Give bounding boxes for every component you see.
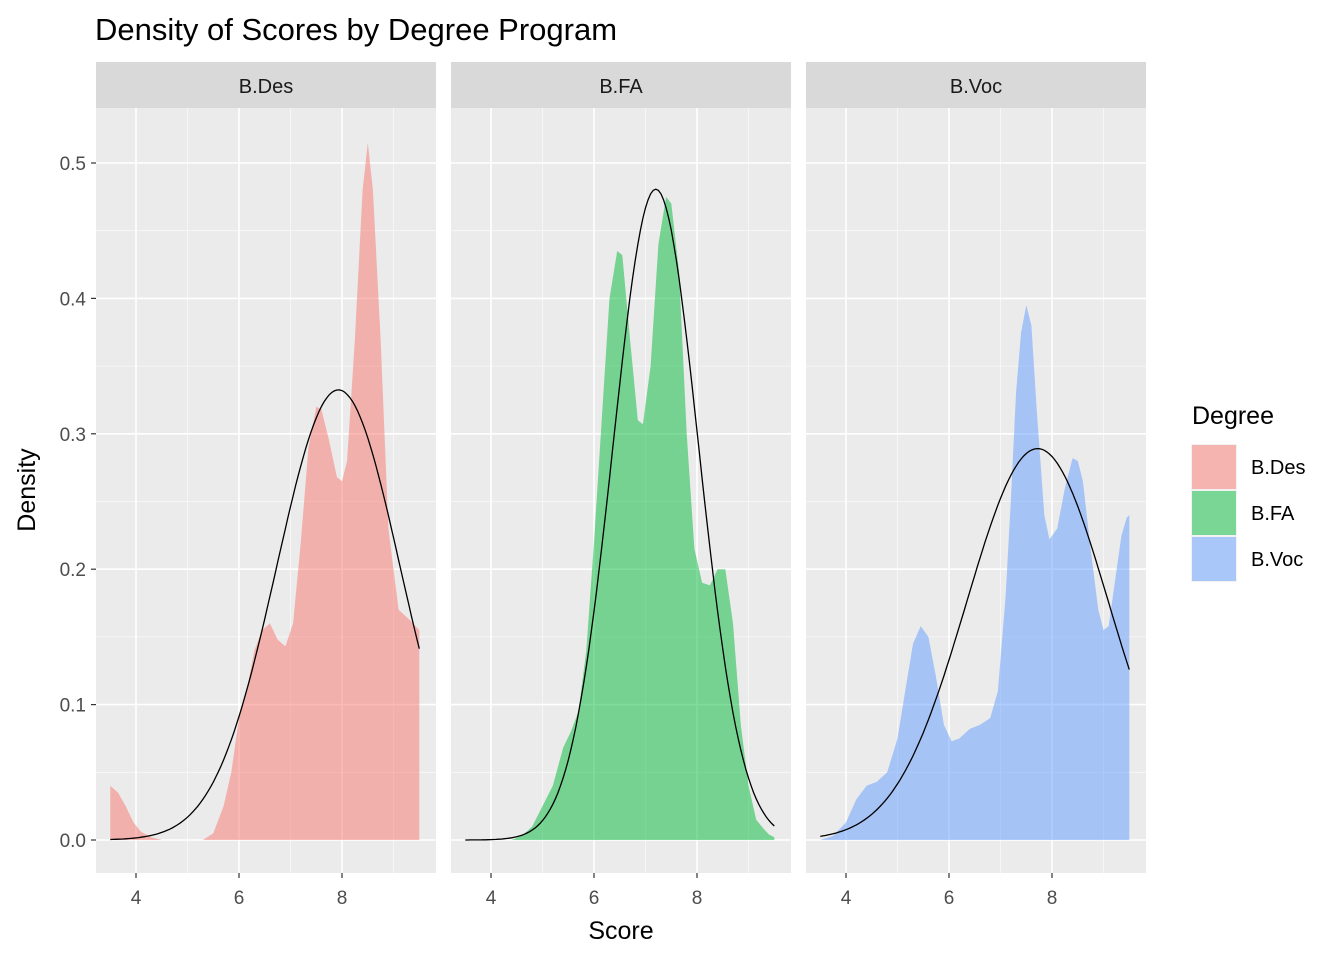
normal-curve bbox=[465, 188, 775, 841]
x-axis-title: Score bbox=[588, 917, 653, 945]
facet-strip bbox=[806, 62, 1146, 108]
y-tick-label: 0.1 bbox=[60, 696, 86, 717]
chart-title: Density of Scores by Degree Program bbox=[95, 12, 617, 47]
legend-entry: B.Des bbox=[1191, 444, 1305, 490]
y-axis-title: Density bbox=[13, 448, 41, 532]
y-tick-label: 0.0 bbox=[60, 831, 86, 852]
x-tick-label: 6 bbox=[944, 888, 955, 909]
density-area bbox=[511, 196, 775, 840]
legend-key-swatch bbox=[1192, 537, 1236, 581]
x-tick-label: 4 bbox=[131, 888, 142, 909]
facet-panels: B.Des 4 6 8 0.0 0.1 0.2 0.3 0.4 0.5 B.FA 4 6 8 B.Voc 4 6… bbox=[60, 62, 1146, 909]
legend-label: B.Voc bbox=[1251, 549, 1303, 571]
density-area bbox=[110, 142, 420, 840]
normal-curve bbox=[110, 389, 420, 841]
legend-label: B.Des bbox=[1251, 457, 1305, 479]
legend-key-swatch bbox=[1192, 491, 1236, 535]
panel-bvoc: B.Voc 4 6 8 bbox=[806, 62, 1146, 909]
normal-curve bbox=[820, 447, 1130, 838]
x-tick-label: 6 bbox=[234, 888, 245, 909]
legend-key-swatch bbox=[1192, 445, 1236, 489]
legend-label: B.FA bbox=[1251, 503, 1295, 525]
y-tick-label: 0.3 bbox=[60, 425, 86, 446]
facet-strip-label: B.Des bbox=[239, 76, 293, 98]
legend-title: Degree bbox=[1192, 402, 1274, 430]
legend: Degree B.Des B.FA B.Voc bbox=[1191, 402, 1305, 582]
panel-bdes: B.Des 4 6 8 0.0 0.1 0.2 0.3 0.4 0.5 bbox=[60, 62, 436, 909]
x-tick-label: 4 bbox=[841, 888, 852, 909]
density-area bbox=[820, 305, 1130, 840]
facet-strip bbox=[96, 62, 436, 108]
legend-entry: B.FA bbox=[1191, 490, 1295, 536]
facet-strip-label: B.Voc bbox=[950, 76, 1002, 98]
facet-strip-label: B.FA bbox=[599, 76, 643, 98]
x-tick-label: 6 bbox=[589, 888, 600, 909]
x-tick-label: 8 bbox=[692, 888, 703, 909]
y-tick-label: 0.5 bbox=[60, 154, 86, 175]
x-tick-label: 4 bbox=[486, 888, 497, 909]
legend-entry: B.Voc bbox=[1191, 536, 1303, 582]
facet-strip bbox=[451, 62, 791, 108]
panel-bfa: B.FA 4 6 8 bbox=[451, 62, 791, 909]
x-tick-label: 8 bbox=[337, 888, 348, 909]
y-tick-label: 0.2 bbox=[60, 560, 86, 581]
y-tick-label: 0.4 bbox=[60, 289, 87, 310]
x-tick-label: 8 bbox=[1047, 888, 1058, 909]
